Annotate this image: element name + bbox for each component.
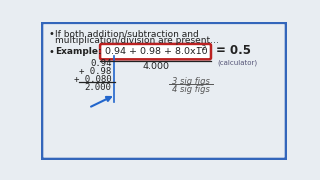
Text: 4.000: 4.000 — [142, 62, 169, 71]
Text: 2.000: 2.000 — [85, 83, 112, 92]
Text: = 0.5: = 0.5 — [216, 44, 251, 57]
FancyBboxPatch shape — [100, 44, 211, 59]
Text: Example:: Example: — [55, 47, 101, 56]
Text: multiplication/division are present…: multiplication/division are present… — [55, 36, 219, 45]
Text: •: • — [49, 47, 54, 57]
Text: 0.94 + 0.98 + 8.0x10: 0.94 + 0.98 + 8.0x10 — [105, 47, 207, 56]
Text: 4 sig figs: 4 sig figs — [172, 85, 210, 94]
Text: + 0.080: + 0.080 — [74, 75, 112, 84]
FancyBboxPatch shape — [42, 22, 286, 159]
Text: −2: −2 — [196, 45, 207, 51]
Text: •: • — [49, 29, 54, 39]
Text: (calculator): (calculator) — [217, 59, 257, 66]
Text: 0.94: 0.94 — [90, 58, 112, 68]
Text: If both addition/subtraction and: If both addition/subtraction and — [55, 29, 198, 38]
Text: 3 sig figs: 3 sig figs — [172, 77, 210, 86]
Text: + 0.98: + 0.98 — [79, 67, 112, 76]
